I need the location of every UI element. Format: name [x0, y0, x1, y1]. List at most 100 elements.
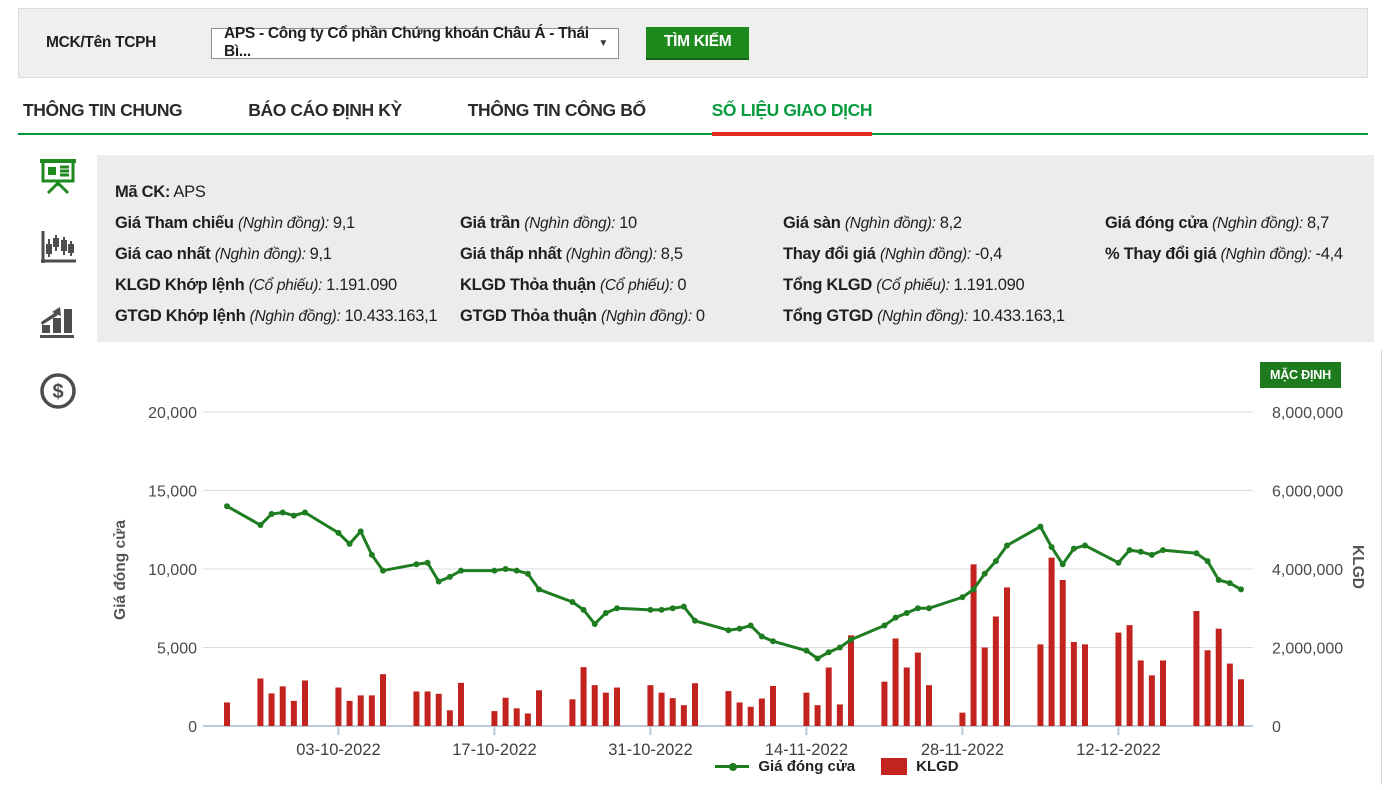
chevron-down-icon: ▼ — [598, 37, 608, 49]
close-price-marker — [1193, 550, 1200, 557]
close-price-marker — [825, 649, 832, 656]
chart-legend: Giá đóng cửa KLGD — [637, 758, 1037, 775]
tab-2[interactable]: THÔNG TIN CÔNG BỐ — [467, 100, 646, 120]
close-price-marker — [1115, 559, 1122, 566]
volume-bar — [992, 616, 999, 726]
scrollbar-track[interactable] — [1381, 350, 1382, 785]
info-unit: (Nghìn đồng): — [877, 308, 973, 325]
close-price-marker — [680, 603, 687, 610]
volume-bar — [736, 702, 743, 726]
volume-bar — [491, 711, 498, 726]
close-price-marker — [1226, 580, 1233, 587]
volume-bar — [981, 647, 988, 726]
y-right-tick-label: 0 — [1272, 719, 1281, 736]
info-label: Tổng GTGD — [783, 307, 873, 325]
close-price-marker — [647, 606, 654, 613]
info-field: Mã CK: APS — [115, 183, 460, 202]
volume-bar — [1082, 644, 1088, 726]
info-value: -4,4 — [1315, 245, 1344, 263]
close-price-marker — [1137, 548, 1144, 555]
bar-chart-growth-icon[interactable] — [38, 299, 78, 339]
info-value: 8,7 — [1306, 214, 1330, 232]
close-price-marker — [380, 567, 386, 574]
close-price-marker — [926, 605, 932, 612]
close-price-marker — [981, 570, 988, 577]
close-price-marker — [580, 606, 587, 613]
info-field: % Thay đổi giá (Nghìn đồng): -4,4 — [1105, 245, 1374, 264]
close-price-marker — [803, 647, 810, 654]
tab-3[interactable]: SỐ LIỆU GIAO DỊCH — [711, 100, 872, 136]
close-price-marker — [524, 570, 531, 577]
volume-bar — [346, 700, 353, 726]
volume-bar — [1126, 625, 1133, 726]
y-right-axis-title: KLGD — [1349, 545, 1366, 589]
volume-bar — [413, 691, 420, 726]
x-tick-label: 12-12-2022 — [1076, 741, 1160, 759]
close-price-marker — [302, 509, 308, 516]
issuer-select[interactable]: APS - Công ty Cổ phần Chứng khoán Châu Á… — [211, 25, 619, 60]
volume-bar — [1037, 644, 1044, 726]
volume-bar — [1048, 557, 1055, 726]
close-price-marker — [1126, 547, 1133, 554]
volume-bar — [758, 698, 765, 726]
info-label: % Thay đổi giá — [1105, 245, 1217, 263]
close-price-marker — [458, 567, 464, 574]
y-right-tick-label: 6,000,000 — [1272, 484, 1343, 501]
volume-bar — [959, 712, 966, 726]
search-button[interactable]: TÌM KIẾM — [646, 26, 750, 60]
volume-bar — [357, 695, 364, 726]
info-label: Giá Tham chiếu — [115, 214, 234, 232]
info-field: KLGD Thỏa thuận (Cổ phiếu): 0 — [460, 276, 783, 295]
legend-item-close-price: Giá đóng cửa — [715, 758, 855, 775]
close-price-marker — [614, 605, 620, 612]
x-tick-label: 14-11-2022 — [765, 741, 848, 759]
volume-bar — [680, 705, 687, 726]
close-price-marker — [770, 638, 776, 645]
volume-bar — [424, 691, 431, 726]
close-price-marker — [914, 605, 921, 612]
volume-bar — [458, 682, 464, 726]
volume-bar — [848, 635, 854, 726]
close-price-marker — [725, 627, 732, 634]
close-price-marker — [446, 573, 453, 580]
close-price-marker — [413, 561, 420, 568]
volume-bar — [770, 685, 776, 726]
close-price-marker — [602, 609, 609, 616]
volume-bar — [446, 710, 453, 726]
chart-default-button[interactable]: MẶC ĐỊNH — [1260, 362, 1341, 388]
info-field: GTGD Thỏa thuận (Nghìn đồng): 0 — [460, 307, 783, 326]
line-series-icon — [715, 762, 750, 771]
candlestick-chart-icon[interactable] — [38, 227, 78, 267]
volume-bar — [669, 698, 676, 726]
volume-bar — [580, 667, 587, 726]
volume-bar — [1137, 660, 1144, 726]
info-field: Giá cao nhất (Nghìn đồng): 9,1 — [115, 245, 460, 264]
y-left-tick-label: 5,000 — [157, 641, 197, 658]
close-price-marker — [1082, 542, 1088, 549]
tab-1[interactable]: BÁO CÁO ĐỊNH KỲ — [248, 100, 402, 120]
volume-bar — [1148, 675, 1155, 726]
y-right-tick-label: 4,000,000 — [1272, 562, 1343, 579]
close-price-marker — [591, 620, 598, 627]
info-unit: (Cổ phiếu): — [600, 277, 678, 294]
volume-bar — [380, 674, 386, 726]
close-price-marker — [502, 566, 509, 572]
issuer-select-value: APS - Công ty Cổ phần Chứng khoán Châu Á… — [224, 25, 589, 60]
volume-bar — [591, 685, 598, 726]
volume-bar — [1193, 610, 1200, 726]
info-field: Tổng KLGD (Cổ phiếu): 1.191.090 — [783, 276, 1105, 295]
volume-bar — [803, 692, 810, 726]
dollar-coin-icon[interactable]: $ — [38, 371, 78, 411]
volume-bar — [257, 678, 264, 726]
presentation-board-icon[interactable] — [38, 155, 78, 195]
volume-bar — [335, 687, 342, 726]
volume-bar — [926, 685, 932, 726]
volume-bar — [914, 652, 921, 726]
volume-bar — [903, 667, 910, 726]
volume-bar — [814, 705, 821, 726]
volume-bar — [1059, 579, 1066, 726]
info-value: 9,1 — [309, 245, 332, 263]
tab-0[interactable]: THÔNG TIN CHUNG — [23, 100, 183, 120]
info-unit: (Nghìn đồng): — [844, 215, 940, 232]
y-left-tick-label: 15,000 — [148, 484, 197, 501]
